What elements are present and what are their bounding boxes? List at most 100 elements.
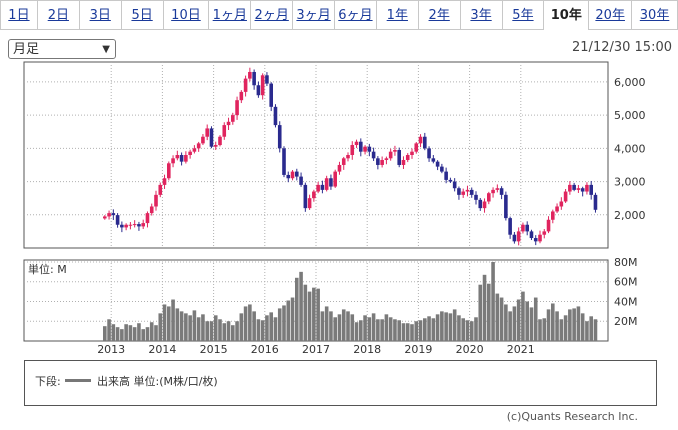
candle-body bbox=[260, 75, 265, 96]
candle-body bbox=[512, 234, 517, 242]
candle-body bbox=[457, 188, 461, 195]
tab-0[interactable]: 1日 bbox=[0, 0, 38, 30]
volume-tick-label: 40M bbox=[614, 295, 638, 308]
volume-bar bbox=[350, 314, 355, 341]
x-tick-label: 2019 bbox=[404, 343, 432, 356]
volume-bar bbox=[551, 303, 555, 341]
volume-bar bbox=[521, 291, 525, 341]
volume-bar bbox=[448, 313, 453, 341]
volume-bar bbox=[533, 297, 538, 341]
volume-tick-label: 80M bbox=[614, 256, 638, 269]
volume-bar bbox=[201, 314, 205, 341]
volume-bar bbox=[491, 261, 495, 341]
volume-bar bbox=[103, 326, 107, 341]
candle-body bbox=[312, 191, 316, 199]
volume-bar bbox=[179, 311, 184, 341]
volume-bar bbox=[359, 320, 363, 341]
candle-body bbox=[546, 219, 551, 232]
candle-body bbox=[448, 179, 453, 182]
x-tick-label: 2016 bbox=[251, 343, 279, 356]
volume-bar bbox=[593, 319, 598, 341]
candle-body bbox=[380, 159, 384, 165]
volume-bar bbox=[243, 306, 248, 341]
tab-10[interactable]: 2年 bbox=[418, 0, 461, 30]
volume-bar bbox=[341, 309, 346, 341]
candle-body bbox=[418, 136, 423, 144]
volume-bar bbox=[414, 321, 419, 341]
candle-body bbox=[410, 151, 414, 155]
candle-body bbox=[282, 148, 286, 175]
volume-bar bbox=[303, 284, 308, 341]
volume-bar bbox=[184, 313, 188, 341]
volume-bar bbox=[388, 317, 393, 341]
candle-body bbox=[290, 171, 295, 179]
tab-12[interactable]: 5年 bbox=[502, 0, 545, 30]
period-select[interactable]: 月足 ▼ bbox=[8, 39, 116, 59]
tab-1[interactable]: 2日 bbox=[37, 0, 80, 30]
tab-15[interactable]: 30年 bbox=[632, 0, 678, 30]
volume-bar bbox=[585, 321, 589, 341]
legend-prefix: 下段: bbox=[35, 375, 61, 388]
x-tick-label: 2018 bbox=[353, 343, 381, 356]
candle-body bbox=[495, 188, 500, 190]
candle-body bbox=[465, 189, 470, 192]
volume-bar bbox=[538, 319, 542, 341]
volume-bar bbox=[256, 319, 261, 341]
tab-4[interactable]: 10日 bbox=[163, 0, 210, 30]
volume-bar bbox=[333, 317, 337, 341]
candle-body bbox=[593, 194, 598, 210]
candle-body bbox=[585, 184, 589, 192]
price-tick-label: 4,000 bbox=[614, 142, 646, 155]
candle-body bbox=[299, 176, 303, 185]
candle-body bbox=[184, 155, 188, 162]
volume-bar bbox=[128, 325, 133, 341]
tab-8[interactable]: 6ヶ月 bbox=[335, 0, 377, 30]
volume-bar bbox=[508, 311, 512, 341]
candle-body bbox=[487, 193, 491, 202]
volume-bar bbox=[188, 315, 192, 341]
tab-7[interactable]: 3ヶ月 bbox=[293, 0, 335, 30]
tab-9[interactable]: 1年 bbox=[376, 0, 419, 30]
volume-bar bbox=[431, 318, 436, 341]
x-tick-label: 2017 bbox=[302, 343, 330, 356]
volume-bar bbox=[380, 319, 384, 341]
tab-13[interactable]: 10年 bbox=[544, 0, 590, 30]
volume-bar bbox=[312, 287, 316, 341]
x-tick-label: 2021 bbox=[507, 343, 535, 356]
volume-bar bbox=[376, 319, 380, 341]
volume-bar bbox=[516, 299, 521, 341]
candle-body bbox=[277, 125, 282, 149]
volume-bar bbox=[226, 321, 231, 341]
tab-5[interactable]: 1ヶ月 bbox=[209, 0, 252, 30]
tab-11[interactable]: 3年 bbox=[460, 0, 503, 30]
tab-2[interactable]: 3日 bbox=[79, 0, 122, 30]
candle-body bbox=[388, 151, 393, 159]
volume-bar bbox=[205, 321, 209, 341]
price-tick-label: 2,000 bbox=[614, 209, 646, 222]
candle-body bbox=[576, 188, 581, 190]
tab-14[interactable]: 20年 bbox=[589, 0, 633, 30]
candle-body bbox=[269, 83, 273, 107]
volume-bar bbox=[307, 291, 312, 341]
candle-body bbox=[115, 215, 120, 225]
volume-bar bbox=[248, 304, 252, 341]
tab-6[interactable]: 2ヶ月 bbox=[251, 0, 294, 30]
timestamp: 21/12/30 15:00 bbox=[572, 40, 672, 55]
candle-body bbox=[145, 213, 150, 224]
volume-bar bbox=[260, 320, 265, 341]
candle-body bbox=[572, 184, 576, 190]
candle-body bbox=[239, 91, 244, 101]
volume-bar bbox=[487, 283, 491, 341]
candle-body bbox=[213, 145, 218, 147]
volume-tick-label: 20M bbox=[614, 315, 638, 328]
candle-body bbox=[111, 213, 116, 216]
candle-body bbox=[405, 155, 410, 160]
volume-bar bbox=[568, 309, 572, 341]
volume-bar bbox=[444, 312, 448, 341]
tab-3[interactable]: 5日 bbox=[121, 0, 164, 30]
candle-body bbox=[103, 216, 107, 219]
x-tick-label: 2020 bbox=[456, 343, 484, 356]
volume-bar bbox=[171, 299, 175, 341]
volume-bar bbox=[423, 318, 427, 341]
